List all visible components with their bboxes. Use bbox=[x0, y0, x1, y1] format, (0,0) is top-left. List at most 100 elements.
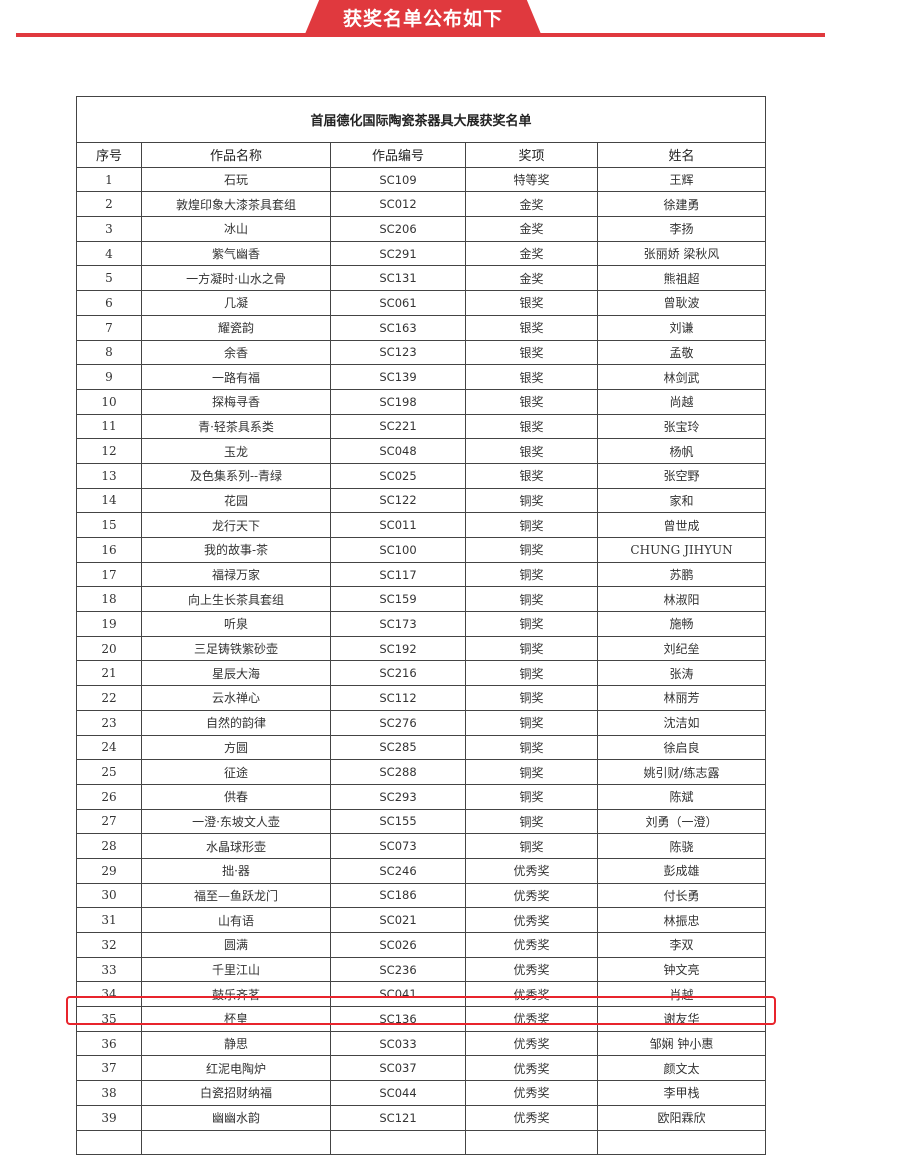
cell-award: 银奖 bbox=[465, 462, 598, 489]
cell-work-name: 自然的韵律 bbox=[141, 709, 331, 736]
cell-person-name: 颜文太 bbox=[596, 1055, 767, 1082]
cell-work-name: 玉龙 bbox=[141, 438, 331, 464]
table-row: 24 方圆 SC285 铜奖 徐启良 bbox=[76, 734, 767, 761]
cell-work-code: SC163 bbox=[330, 314, 466, 341]
cell-index: 4 bbox=[76, 240, 142, 267]
cell-award: 铜奖 bbox=[465, 611, 598, 637]
cell-work-name: 云水禅心 bbox=[141, 685, 331, 711]
table-row: 8 余香 SC123 银奖 孟敬 bbox=[76, 339, 767, 366]
cell-person-name: 刘纪垒 bbox=[596, 635, 767, 662]
cell-work-name: 我的故事-茶 bbox=[141, 537, 331, 563]
empty-cell bbox=[141, 1129, 331, 1156]
table-row: 32 圆满 SC026 优秀奖 李双 bbox=[76, 932, 767, 958]
cell-index: 37 bbox=[76, 1055, 142, 1082]
table-row: 16 我的故事-茶 SC100 铜奖 CHUNG JIHYUN bbox=[76, 537, 767, 563]
cell-work-name: 探梅寻香 bbox=[141, 388, 331, 415]
table-row: 9 一路有福 SC139 银奖 林剑武 bbox=[76, 364, 767, 390]
header-work-code: 作品编号 bbox=[330, 142, 466, 168]
cell-work-code: SC246 bbox=[330, 857, 466, 884]
cell-index: 32 bbox=[76, 932, 142, 958]
cell-work-code: SC073 bbox=[330, 833, 466, 859]
cell-index: 31 bbox=[76, 907, 142, 933]
cell-index: 11 bbox=[76, 413, 142, 440]
empty-cell bbox=[596, 1129, 767, 1156]
cell-work-name: 方圆 bbox=[141, 734, 331, 761]
cell-award: 铜奖 bbox=[465, 512, 598, 538]
cell-person-name: 苏鹏 bbox=[596, 561, 767, 588]
cell-work-name: 静思 bbox=[141, 1030, 331, 1057]
cell-person-name: 邹娴 钟小惠 bbox=[596, 1030, 767, 1057]
cell-person-name: 李甲栈 bbox=[596, 1080, 767, 1106]
table-row: 19 听泉 SC173 铜奖 施畅 bbox=[76, 611, 767, 637]
header-work-name: 作品名称 bbox=[141, 142, 331, 168]
cell-index: 3 bbox=[76, 216, 142, 242]
cell-work-name: 供春 bbox=[141, 783, 331, 810]
table-row: 14 花园 SC122 铜奖 家和 bbox=[76, 487, 767, 514]
cell-index: 38 bbox=[76, 1080, 142, 1106]
header-person-name: 姓名 bbox=[596, 142, 767, 168]
cell-work-code: SC136 bbox=[330, 1006, 466, 1032]
cell-work-code: SC048 bbox=[330, 438, 466, 464]
cell-work-name: 山有语 bbox=[141, 907, 331, 933]
cell-index: 17 bbox=[76, 561, 142, 588]
cell-work-code: SC021 bbox=[330, 907, 466, 933]
cell-work-name: 福至—鱼跃龙门 bbox=[141, 882, 331, 909]
cell-work-code: SC061 bbox=[330, 290, 466, 316]
cell-work-code: SC100 bbox=[330, 537, 466, 563]
cell-work-code: SC117 bbox=[330, 561, 466, 588]
table-title: 首届德化国际陶瓷茶器具大展获奖名单 bbox=[75, 96, 767, 143]
table-row: 18 向上生长茶具套组 SC159 铜奖 林淑阳 bbox=[76, 586, 767, 613]
table-row: 10 探梅寻香 SC198 银奖 尚越 bbox=[76, 388, 767, 415]
cell-person-name: 陈斌 bbox=[596, 783, 767, 810]
cell-person-name: 徐启良 bbox=[596, 734, 767, 761]
cell-work-name: 征途 bbox=[141, 759, 331, 785]
table-row: 33 千里江山 SC236 优秀奖 钟文亮 bbox=[76, 956, 767, 983]
cell-person-name: 林淑阳 bbox=[596, 586, 767, 613]
cell-award: 铜奖 bbox=[465, 487, 598, 514]
cell-award: 铜奖 bbox=[465, 783, 598, 810]
cell-work-name: 冰山 bbox=[141, 216, 331, 242]
cell-person-name: 孟敬 bbox=[596, 339, 767, 366]
table-row: 26 供春 SC293 铜奖 陈斌 bbox=[76, 783, 767, 810]
cell-award: 银奖 bbox=[465, 438, 598, 464]
cell-work-name: 福禄万家 bbox=[141, 561, 331, 588]
table-row: 5 一方凝时·山水之骨 SC131 金奖 熊祖超 bbox=[76, 265, 767, 292]
cell-work-name: 敦煌印象大漆茶具套组 bbox=[141, 191, 331, 218]
cell-work-code: SC122 bbox=[330, 487, 466, 514]
table-row: 38 白瓷招财纳福 SC044 优秀奖 李甲栈 bbox=[76, 1080, 767, 1106]
cell-work-name: 及色集系列--青绿 bbox=[141, 462, 331, 489]
cell-work-name: 白瓷招财纳福 bbox=[141, 1080, 331, 1106]
table-row: 1 石玩 SC109 特等奖 王辉 bbox=[76, 166, 767, 193]
cell-work-code: SC192 bbox=[330, 635, 466, 662]
cell-person-name: 林振忠 bbox=[596, 907, 767, 933]
cell-work-code: SC285 bbox=[330, 734, 466, 761]
cell-index: 36 bbox=[76, 1030, 142, 1057]
cell-award: 铜奖 bbox=[465, 833, 598, 859]
cell-index: 20 bbox=[76, 635, 142, 662]
cell-award: 铜奖 bbox=[465, 808, 598, 835]
cell-work-code: SC198 bbox=[330, 388, 466, 415]
table-row: 31 山有语 SC021 优秀奖 林振忠 bbox=[76, 907, 767, 933]
cell-award: 优秀奖 bbox=[465, 956, 598, 983]
cell-person-name: 徐建勇 bbox=[596, 191, 767, 218]
cell-work-code: SC121 bbox=[330, 1104, 466, 1131]
cell-index: 14 bbox=[76, 487, 142, 514]
cell-award: 优秀奖 bbox=[465, 857, 598, 884]
cell-award: 铜奖 bbox=[465, 759, 598, 785]
cell-award: 优秀奖 bbox=[465, 1030, 598, 1057]
cell-person-name: 李双 bbox=[596, 932, 767, 958]
cell-person-name: 尚越 bbox=[596, 388, 767, 415]
cell-work-code: SC288 bbox=[330, 759, 466, 785]
table-row: 2 敦煌印象大漆茶具套组 SC012 金奖 徐建勇 bbox=[76, 191, 767, 218]
cell-work-code: SC044 bbox=[330, 1080, 466, 1106]
cell-work-code: SC173 bbox=[330, 611, 466, 637]
cell-person-name: 欧阳霖欣 bbox=[596, 1104, 767, 1131]
cell-person-name: 钟文亮 bbox=[596, 956, 767, 983]
cell-work-name: 石玩 bbox=[141, 166, 331, 193]
table-row: 6 几凝 SC061 银奖 曾耿波 bbox=[76, 290, 767, 316]
cell-award: 铜奖 bbox=[465, 660, 598, 687]
cell-person-name: 曾耿波 bbox=[596, 290, 767, 316]
table-row: 39 幽幽水韵 SC121 优秀奖 欧阳霖欣 bbox=[76, 1104, 767, 1131]
cell-index: 29 bbox=[76, 857, 142, 884]
cell-person-name: 杨帆 bbox=[596, 438, 767, 464]
